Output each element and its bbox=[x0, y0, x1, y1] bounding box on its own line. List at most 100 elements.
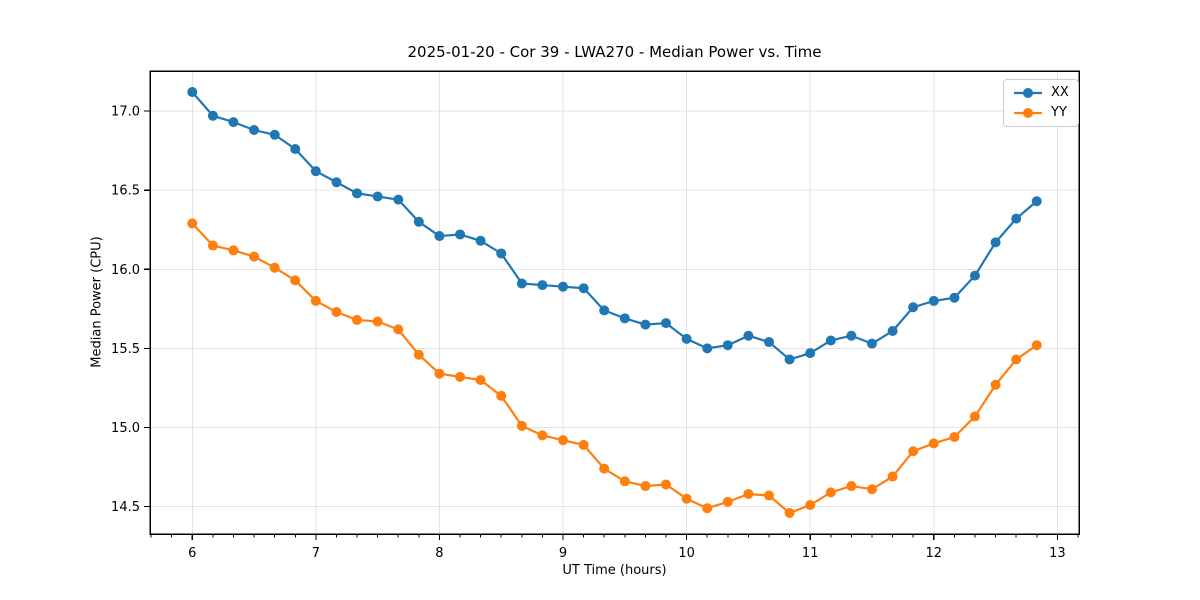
series-xx-marker bbox=[434, 231, 445, 242]
series-yy-marker bbox=[969, 411, 980, 422]
series-xx-marker bbox=[455, 229, 466, 240]
series-yy-marker bbox=[393, 324, 404, 335]
series-yy-marker bbox=[846, 481, 857, 492]
y-tick-label: 15.0 bbox=[111, 421, 140, 436]
x-tick-label: 7 bbox=[312, 546, 320, 561]
series-yy-marker bbox=[352, 314, 363, 325]
y-major-ticks: 14.5 15.0 15.5 16.0 16.5 17.0 bbox=[111, 105, 150, 515]
series-xx-marker bbox=[825, 335, 836, 346]
series-xx-marker bbox=[866, 338, 877, 349]
series-xx-marker bbox=[681, 333, 692, 344]
series-yy-marker bbox=[516, 420, 527, 431]
series-xx-marker bbox=[475, 235, 486, 246]
series-yy-marker bbox=[537, 430, 548, 441]
series-yy-marker bbox=[228, 245, 239, 256]
series-yy-marker bbox=[372, 316, 383, 327]
series-yy-marker bbox=[455, 371, 466, 382]
series-yy-marker bbox=[1011, 354, 1022, 365]
series-yy-marker bbox=[207, 240, 218, 251]
y-axis-label: Median Power (CPU) bbox=[89, 236, 105, 368]
series-yy-marker bbox=[249, 251, 260, 262]
chart-title: 2025-01-20 - Cor 39 - LWA270 - Median Po… bbox=[407, 43, 822, 61]
series-xx-marker bbox=[846, 330, 857, 341]
series-xx-marker bbox=[722, 340, 733, 351]
series-yy-marker bbox=[1031, 340, 1042, 351]
series-xx-marker bbox=[290, 144, 301, 155]
legend-item-xx: XX bbox=[1013, 83, 1069, 103]
series-yy-marker bbox=[702, 503, 713, 514]
series-xx bbox=[187, 87, 1042, 365]
series-xx-marker bbox=[249, 125, 260, 136]
series-xx-marker bbox=[1011, 213, 1022, 224]
series-xx-marker bbox=[187, 87, 198, 98]
series-yy-marker bbox=[805, 500, 816, 511]
y-tick-label: 17.0 bbox=[111, 105, 140, 120]
series-yy-marker bbox=[784, 507, 795, 518]
series-xx-marker bbox=[660, 318, 671, 329]
series-xx-marker bbox=[949, 292, 960, 303]
series-xx-marker bbox=[558, 281, 569, 292]
x-tick-label: 8 bbox=[435, 546, 443, 561]
series-yy-marker bbox=[187, 218, 198, 229]
series-xx-marker bbox=[537, 280, 548, 291]
series-xx-marker bbox=[516, 278, 527, 289]
x-tick-label: 9 bbox=[559, 546, 567, 561]
series-yy-marker bbox=[558, 435, 569, 446]
series-yy-marker bbox=[619, 476, 630, 487]
series-xx-marker bbox=[352, 188, 363, 199]
series-xx-marker bbox=[619, 313, 630, 324]
series-yy-marker bbox=[949, 432, 960, 442]
series-xx-marker bbox=[908, 302, 919, 313]
x-tick-label: 6 bbox=[188, 546, 196, 561]
series-xx-marker bbox=[887, 325, 898, 336]
series-xx-marker bbox=[413, 216, 424, 227]
series-xx-marker bbox=[310, 166, 321, 177]
series-yy-marker bbox=[599, 463, 610, 474]
series-xx-marker bbox=[990, 237, 1001, 248]
series-yy-marker bbox=[825, 487, 836, 498]
series-yy-marker bbox=[475, 375, 486, 386]
series-yy-line bbox=[191, 222, 1038, 515]
series-yy-marker bbox=[496, 390, 507, 401]
series-yy-marker bbox=[764, 490, 775, 501]
series-xx-marker bbox=[640, 319, 651, 330]
series-xx-marker bbox=[702, 343, 713, 354]
series-xx-marker bbox=[393, 194, 404, 205]
series-yy-marker bbox=[990, 379, 1001, 390]
grid bbox=[150, 71, 1079, 534]
series-yy-marker bbox=[331, 306, 342, 317]
x-major-ticks: 6 7 8 9 10 11 12 13 bbox=[188, 534, 1066, 561]
series-yy-marker bbox=[743, 488, 754, 499]
series-yy-marker bbox=[722, 496, 733, 507]
series-xx-line bbox=[191, 90, 1038, 361]
series-xx-marker bbox=[269, 129, 280, 140]
series-xx-marker bbox=[743, 330, 754, 341]
legend-label-xx: XX bbox=[1051, 85, 1069, 100]
x-axis-label: UT Time (hours) bbox=[562, 563, 667, 578]
series-yy-marker bbox=[928, 438, 939, 449]
y-tick-label: 15.5 bbox=[111, 342, 140, 357]
series-xx-marker bbox=[928, 295, 939, 306]
series-yy-marker bbox=[310, 295, 321, 306]
y-tick-label: 16.0 bbox=[111, 263, 140, 278]
series-yy-marker bbox=[640, 481, 651, 492]
x-tick-label: 10 bbox=[678, 546, 695, 561]
series-xx-marker bbox=[805, 348, 816, 359]
series-xx-marker bbox=[331, 177, 342, 188]
series-xx-marker bbox=[1031, 196, 1042, 207]
legend-label-yy: YY bbox=[1051, 105, 1067, 120]
y-tick-label: 14.5 bbox=[111, 500, 140, 515]
series-xx-marker bbox=[228, 117, 239, 128]
axes-frame bbox=[149, 70, 1080, 535]
series-xx-marker bbox=[969, 270, 980, 281]
series-xx-marker bbox=[784, 354, 795, 365]
y-tick-label: 16.5 bbox=[111, 184, 140, 199]
series-yy-marker bbox=[681, 493, 692, 504]
legend-item-yy: YY bbox=[1013, 103, 1069, 123]
series-xx-marker bbox=[372, 191, 383, 202]
legend-line-sample-xx bbox=[1014, 88, 1042, 98]
series-yy-marker bbox=[908, 446, 919, 457]
series-yy-marker bbox=[290, 275, 301, 286]
